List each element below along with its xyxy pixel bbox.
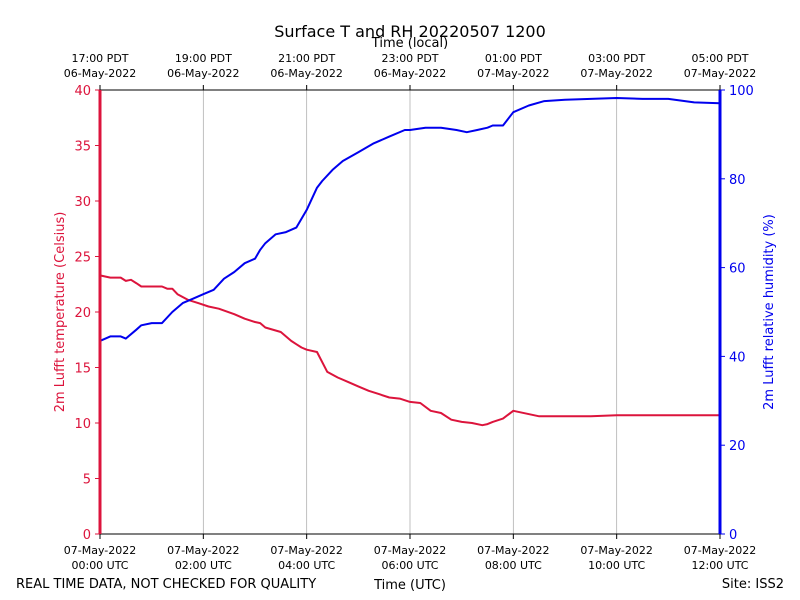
bottom-tick-time: 02:00 UTC xyxy=(175,559,232,572)
top-tick-date: 06-May-2022 xyxy=(64,67,136,80)
top-tick-date: 07-May-2022 xyxy=(684,67,756,80)
top-tick-time: 03:00 PDT xyxy=(588,52,645,65)
bottom-tick-date: 07-May-2022 xyxy=(167,544,239,557)
bottom-tick-date: 07-May-2022 xyxy=(684,544,756,557)
footer-site: Site: ISS2 xyxy=(722,577,784,592)
bottom-tick-date: 07-May-2022 xyxy=(580,544,652,557)
top-tick-date: 07-May-2022 xyxy=(477,67,549,80)
left-tick-label: 35 xyxy=(74,140,91,155)
top-tick-date: 06-May-2022 xyxy=(374,67,446,80)
right-tick-label: 100 xyxy=(729,84,754,99)
footer-quality-note: REAL TIME DATA, NOT CHECKED FOR QUALITY xyxy=(16,577,316,592)
top-tick-time: 23:00 PDT xyxy=(381,52,438,65)
bottom-tick-time: 06:00 UTC xyxy=(381,559,438,572)
x-axis-label: Time (UTC) xyxy=(373,578,446,593)
bottom-tick-time: 00:00 UTC xyxy=(71,559,128,572)
series-layer xyxy=(99,97,721,427)
vertical-gridlines xyxy=(202,90,618,534)
left-tick-label: 10 xyxy=(74,417,91,432)
right-tick-label: 20 xyxy=(729,439,746,454)
top-tick-date: 06-May-2022 xyxy=(270,67,342,80)
bottom-tick-date: 07-May-2022 xyxy=(374,544,446,557)
bottom-tick-time: 04:00 UTC xyxy=(278,559,335,572)
axes xyxy=(95,85,725,539)
top-tick-time: 17:00 PDT xyxy=(71,52,128,65)
tick-labels: 0 5 10 15 20 25 30 35 40 0 20 40 60 80 100 07-May-2022 0… xyxy=(64,52,756,572)
y-axis-label-right: 2m Lufft relative humidity (%) xyxy=(762,214,777,410)
right-tick-label: 0 xyxy=(729,528,737,543)
right-tick-label: 80 xyxy=(729,173,746,188)
left-tick-label: 15 xyxy=(74,362,91,377)
bottom-tick-time: 08:00 UTC xyxy=(485,559,542,572)
top-tick-time: 19:00 PDT xyxy=(175,52,232,65)
bottom-tick-date: 07-May-2022 xyxy=(64,544,136,557)
left-tick-label: 0 xyxy=(83,528,91,543)
left-tick-label: 5 xyxy=(83,473,91,488)
left-tick-label: 30 xyxy=(74,195,91,210)
bottom-tick-time: 10:00 UTC xyxy=(588,559,645,572)
top-tick-time: 01:00 PDT xyxy=(485,52,542,65)
bottom-tick-time: 12:00 UTC xyxy=(691,559,748,572)
left-tick-label: 40 xyxy=(74,84,91,99)
y-axis-label-left: 2m Lufft temperature (Celsius) xyxy=(53,212,68,413)
top-tick-date: 06-May-2022 xyxy=(167,67,239,80)
bottom-tick-date: 07-May-2022 xyxy=(270,544,342,557)
top-tick-time: 05:00 PDT xyxy=(691,52,748,65)
top-tick-time: 21:00 PDT xyxy=(278,52,335,65)
top-axis-label: Time (local) xyxy=(371,36,448,51)
humidity-line xyxy=(99,97,721,342)
right-tick-label: 60 xyxy=(729,262,746,277)
right-tick-label: 40 xyxy=(729,350,746,365)
left-tick-label: 25 xyxy=(74,251,91,266)
temperature-line xyxy=(99,274,720,427)
top-tick-date: 07-May-2022 xyxy=(580,67,652,80)
bottom-tick-date: 07-May-2022 xyxy=(477,544,549,557)
chart-title: Surface T and RH 20220507 1200 xyxy=(274,22,546,41)
left-tick-label: 20 xyxy=(74,306,91,321)
